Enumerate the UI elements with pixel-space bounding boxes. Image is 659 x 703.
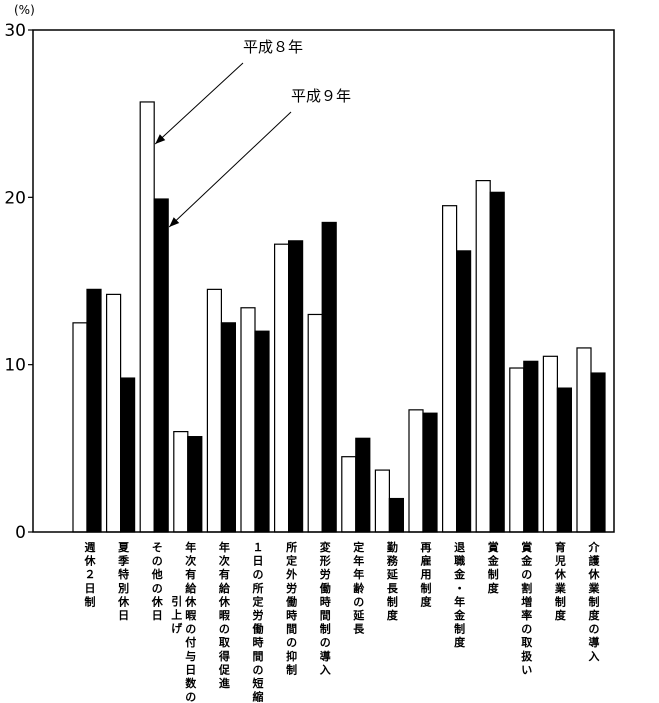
- bar-series-2: [254, 330, 270, 533]
- annotation-arrowhead: [169, 217, 180, 228]
- x-category-label: その他の休日: [151, 541, 164, 622]
- bar-series-1: [307, 313, 323, 533]
- bar-series-2: [388, 497, 404, 533]
- x-category-label: 介護休業制度の導入: [588, 540, 601, 663]
- annotation-arrow-line: [154, 62, 244, 145]
- bar-series-1: [509, 367, 525, 533]
- y-tick-label: 0: [15, 523, 26, 543]
- bar-series-2: [355, 437, 371, 533]
- x-category-label: １日の所定労働時間の短縮: [252, 541, 264, 703]
- series-annotation-label: 平成８年: [243, 38, 303, 56]
- x-category-label: 変形労働時間制の導入: [319, 540, 331, 676]
- bar-series-1: [240, 307, 256, 533]
- bar-series-2: [489, 191, 505, 533]
- x-category-label: 再雇用制度: [421, 541, 433, 608]
- bar-series-2: [590, 372, 606, 533]
- x-category-label: 年次有給休暇の付与日数の: [184, 540, 197, 703]
- x-category-label: 退職金・年金制度: [453, 540, 466, 649]
- bar-series-2: [119, 377, 136, 533]
- bar-series-1: [274, 243, 290, 533]
- x-category-label: 育児休業制度: [554, 540, 567, 622]
- bar-series-1: [173, 431, 189, 533]
- bar-series-1: [105, 293, 122, 533]
- bar-series-1: [475, 180, 491, 533]
- x-category-label: 年次有給休暇の取得促進: [218, 540, 231, 690]
- x-category-label: 賞金の割増率の取扱い: [520, 540, 533, 676]
- bar-series-2: [288, 240, 304, 533]
- bar-series-2: [456, 250, 472, 533]
- x-category-label: 所定外労働時間の抑制: [285, 540, 297, 676]
- bar-series: [72, 101, 606, 533]
- series-annotation-label: 平成９年: [291, 87, 351, 105]
- bar-series-2: [187, 436, 203, 533]
- bar-series-2: [86, 288, 102, 533]
- x-category-label: 週休２日制: [84, 540, 97, 608]
- bar-series-2: [153, 198, 169, 533]
- bar-series-1: [374, 469, 390, 533]
- x-category-label: 引上げ: [171, 594, 183, 635]
- bar-series-1: [206, 288, 222, 533]
- annotation-arrowhead: [155, 134, 166, 144]
- x-category-label: 勤務延長制度: [386, 540, 399, 622]
- x-category-label: 定年年齢の延長: [352, 540, 365, 636]
- x-category-label: 賞金制度: [487, 540, 500, 595]
- bar-series-2: [556, 387, 573, 533]
- bar-series-1: [139, 101, 155, 533]
- bar-series-1: [576, 347, 592, 533]
- bar-series-1: [542, 355, 559, 533]
- bar-series-1: [442, 205, 458, 533]
- annotation-arrow-line: [168, 111, 292, 228]
- bar-series-1: [408, 409, 424, 533]
- bar-series-2: [220, 322, 236, 533]
- y-axis-unit: (%): [14, 3, 35, 17]
- plot-frame: [32, 29, 615, 533]
- bar-series-2: [523, 360, 539, 533]
- y-tick-label: 20: [4, 188, 26, 208]
- y-tick-label: 10: [4, 356, 26, 376]
- bar-series-2: [422, 412, 438, 533]
- x-category-label: 夏季特別休日: [117, 541, 130, 622]
- y-axis-ticks: 0 10 20 30: [4, 21, 33, 543]
- bar-series-2: [321, 221, 337, 533]
- bar-series-1: [72, 322, 88, 533]
- y-tick-label: 30: [4, 21, 26, 41]
- bar-series-1: [341, 456, 357, 533]
